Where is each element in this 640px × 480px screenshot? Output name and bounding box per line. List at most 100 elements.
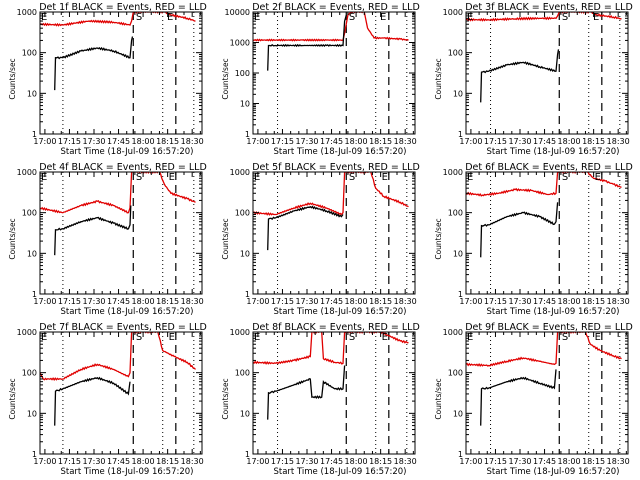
events-series-line [267, 365, 346, 420]
x-tick-label: 18:30 [181, 297, 204, 306]
y-axis-label: Counts/sec [8, 58, 17, 99]
x-tick-label: 18:30 [394, 297, 417, 306]
plot-frame [252, 331, 416, 455]
interval-marker-label: S [349, 172, 355, 183]
interval-marker-label: E [254, 12, 260, 23]
x-tick-label: 17:45 [533, 137, 556, 146]
x-tick-label: 18:15 [156, 457, 179, 466]
x-tick-label: 17:30 [295, 457, 318, 466]
x-tick-label: 17:00 [459, 457, 482, 466]
x-tick-label: 18:15 [369, 297, 392, 306]
x-tick-label: 17:00 [459, 137, 482, 146]
y-tick-label: 100 [235, 209, 250, 218]
y-tick-label: 100 [448, 49, 463, 58]
events-series-line [480, 369, 557, 426]
panel-title: Det 4f BLACK = Events, RED = LLD [39, 162, 207, 173]
x-axis-label: Start Time (18-Jul-09 16:57:20) [487, 467, 620, 477]
y-tick-label: 10000 [225, 8, 250, 17]
x-tick-label: 18:15 [369, 457, 392, 466]
x-axis-label: Start Time (18-Jul-09 16:57:20) [487, 147, 620, 157]
events-series-line [54, 205, 132, 256]
events-series-line [480, 49, 560, 103]
y-axis-label: Counts/sec [8, 218, 17, 259]
interval-marker-label: E [380, 12, 386, 23]
interval-marker-label: E [382, 332, 388, 343]
x-tick-label: 17:45 [107, 297, 130, 306]
y-tick-label: 1000 [230, 168, 250, 177]
x-axis-label: Start Time (18-Jul-09 16:57:20) [274, 467, 407, 477]
y-tick-label: 100 [22, 49, 37, 58]
lld-series-line [253, 12, 409, 42]
x-tick-label: 17:30 [508, 137, 531, 146]
x-tick-label: 17:30 [295, 297, 318, 306]
interval-marker-label: E [593, 12, 599, 23]
interval-marker-label: E [254, 172, 260, 183]
panel-title: Det 3f BLACK = Events, RED = LLD [465, 2, 633, 13]
x-tick-label: 18:15 [582, 457, 605, 466]
plot-frame [465, 171, 629, 295]
y-tick-label: 1 [32, 450, 37, 459]
y-axis-label: Counts/sec [434, 58, 443, 99]
y-tick-label: 1 [245, 290, 250, 299]
y-axis-label: Counts/sec [221, 58, 230, 99]
y-axis-label: Counts/sec [434, 218, 443, 259]
x-tick-label: 17:45 [107, 137, 130, 146]
x-tick-label: 17:15 [271, 297, 294, 306]
y-tick-label: 1000 [443, 8, 463, 17]
plot-frame [465, 331, 629, 455]
panel-title: Det 1f BLACK = Events, RED = LLD [39, 2, 207, 13]
y-tick-label: 10 [453, 409, 463, 418]
y-tick-label: 1 [32, 290, 37, 299]
x-tick-label: 17:30 [295, 137, 318, 146]
interval-marker-label: E [41, 172, 47, 183]
x-tick-label: 18:15 [156, 137, 179, 146]
x-tick-label: 17:45 [320, 457, 343, 466]
x-tick-label: 17:15 [484, 297, 507, 306]
x-tick-label: 17:00 [33, 297, 56, 306]
interval-marker-label: S [562, 332, 568, 343]
x-axis-label: Start Time (18-Jul-09 16:57:20) [274, 147, 407, 157]
plot-frame [252, 171, 416, 295]
x-tick-label: 17:45 [533, 297, 556, 306]
panel-title: Det 9f BLACK = Events, RED = LLD [465, 322, 633, 333]
events-series-line [54, 376, 131, 426]
plot-frame [39, 171, 203, 295]
x-tick-label: 17:30 [82, 137, 105, 146]
lld-series-line [466, 172, 622, 197]
interval-marker-label: E [169, 332, 175, 343]
x-tick-label: 18:00 [345, 297, 368, 306]
interval-marker-label: E [467, 172, 473, 183]
x-tick-label: 18:30 [607, 297, 630, 306]
plot-frame [465, 11, 629, 135]
interval-marker-label: E [467, 332, 473, 343]
y-tick-label: 1 [245, 450, 250, 459]
x-tick-label: 17:00 [33, 137, 56, 146]
x-tick-label: 18:15 [582, 137, 605, 146]
events-series-line [54, 36, 134, 91]
x-tick-label: 18:30 [181, 457, 204, 466]
x-tick-label: 18:30 [607, 137, 630, 146]
x-tick-label: 17:45 [533, 457, 556, 466]
plot-frame [39, 11, 203, 135]
y-tick-label: 1 [245, 130, 250, 139]
y-tick-label: 10 [27, 249, 37, 258]
y-axis-label: Counts/sec [434, 378, 443, 419]
x-tick-label: 17:15 [484, 457, 507, 466]
y-tick-label: 10 [453, 249, 463, 258]
y-tick-label: 10 [453, 89, 463, 98]
x-tick-label: 17:15 [58, 137, 81, 146]
y-tick-label: 1 [458, 450, 463, 459]
y-axis-label: Counts/sec [221, 218, 230, 259]
events-series-line [480, 202, 559, 258]
y-tick-label: 1000 [17, 328, 37, 337]
lld-series-line [40, 332, 196, 381]
y-tick-label: 10 [27, 409, 37, 418]
